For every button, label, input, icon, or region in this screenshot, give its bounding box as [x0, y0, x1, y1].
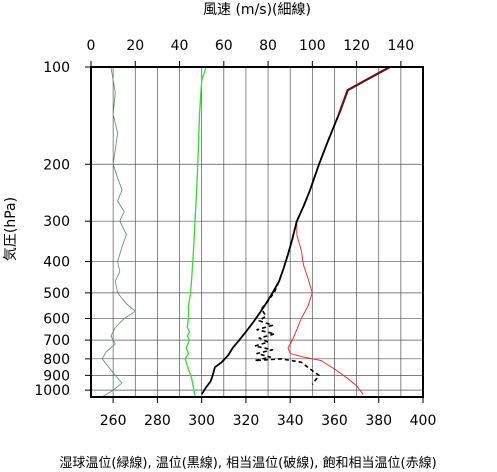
- bottom-tick-label: 320: [233, 413, 260, 429]
- y-axis-label: 気圧(hPa): [3, 197, 19, 261]
- series-layer: [101, 66, 391, 398]
- left-tick-label: 200: [43, 157, 70, 173]
- left-tick-label: 900: [43, 368, 70, 384]
- top-axis-label: 風速 (m/s)(細線): [203, 2, 311, 18]
- bottom-axis-ticks: 260 280 300 320 340 360 380 400: [100, 397, 437, 429]
- left-tick-label: 1000: [34, 383, 70, 399]
- top-tick-label: 0: [87, 38, 96, 54]
- top-tick-label: 60: [215, 38, 233, 54]
- grid: [91, 67, 423, 397]
- bottom-axis-label: 湿球温位(緑線), 温位(黒線), 相当温位(破線), 飽和相当温位(赤線): [59, 455, 436, 471]
- top-tick-label: 20: [126, 38, 144, 54]
- wet-bulb-line: [184, 66, 207, 396]
- top-axis-ticks: 0 20 40 60 80 100 120 140: [87, 38, 414, 67]
- top-tick-label: 40: [171, 38, 189, 54]
- equivalent-line: [254, 66, 391, 385]
- left-tick-label: 800: [43, 352, 70, 368]
- top-tick-label: 120: [343, 38, 370, 54]
- bottom-tick-label: 340: [277, 413, 304, 429]
- bottom-tick-label: 300: [188, 413, 215, 429]
- bottom-tick-label: 400: [410, 413, 437, 429]
- left-tick-label: 700: [43, 333, 70, 349]
- left-tick-label: 600: [43, 311, 70, 327]
- plot-frame: [90, 66, 424, 398]
- top-tick-label: 80: [259, 38, 277, 54]
- bottom-tick-label: 380: [365, 413, 392, 429]
- saturated-top-line: [337, 66, 391, 115]
- left-tick-label: 100: [43, 60, 70, 76]
- bottom-tick-label: 360: [321, 413, 348, 429]
- wind-line: [101, 66, 136, 398]
- left-tick-label: 500: [43, 286, 70, 302]
- bottom-tick-label: 260: [100, 413, 127, 429]
- left-tick-label: 400: [43, 255, 70, 271]
- bottom-tick-label: 280: [144, 413, 171, 429]
- top-tick-label: 100: [299, 38, 326, 54]
- potential-line: [200, 66, 391, 395]
- top-tick-label: 140: [387, 38, 414, 54]
- left-tick-label: 300: [43, 214, 70, 230]
